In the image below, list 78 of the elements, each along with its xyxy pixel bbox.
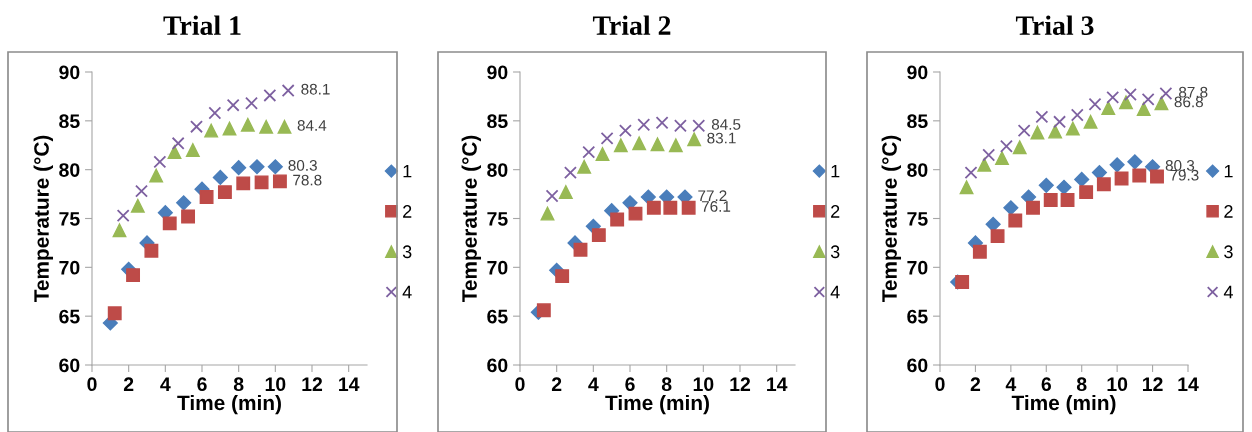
legend-label: 2 [831, 205, 840, 218]
y-tick-label: 75 [907, 212, 928, 226]
chart-title: Trial 1 [163, 15, 241, 35]
annotation: 80.3 [1165, 160, 1195, 171]
x-tick-label: 8 [233, 377, 244, 392]
legend-label: 1 [403, 164, 412, 178]
x-tick-label: 6 [625, 377, 635, 392]
x-tick-label: 12 [302, 377, 323, 391]
x-tick-label: 10 [1107, 377, 1128, 392]
x-tick-label: 8 [1076, 377, 1087, 392]
x-tick-label: 12 [1142, 377, 1163, 391]
legend-label: 4 [402, 285, 412, 299]
y-tick-label: 65 [59, 309, 80, 324]
y-tick-label: 85 [907, 114, 928, 129]
annotation: 88.1 [301, 83, 330, 95]
x-tick-label: 2 [551, 377, 562, 391]
x-tick-label: 4 [588, 377, 599, 391]
x-tick-label: 0 [87, 377, 97, 392]
legend-label: 3 [402, 245, 412, 259]
x-tick-label: 14 [767, 377, 788, 391]
y-tick-label: 65 [487, 309, 508, 324]
y-tick-label: 80 [59, 163, 80, 177]
y-tick-label: 75 [487, 212, 508, 226]
annotation: 83.1 [707, 132, 736, 144]
y-tick-label: 70 [59, 260, 80, 275]
y-tick-label: 85 [487, 114, 508, 129]
y-tick-label: 80 [907, 163, 928, 177]
annotation: 76.1 [701, 201, 731, 212]
legend-label: 4 [830, 285, 840, 299]
y-axis-title: Temperature (°C) [881, 135, 902, 303]
x-tick-label: 10 [265, 377, 286, 392]
annotation: 78.8 [293, 174, 322, 186]
x-tick-label: 6 [1041, 377, 1051, 392]
annotation: 80.3 [288, 160, 317, 171]
x-tick-label: 10 [693, 377, 714, 392]
annotation: 77.2 [698, 190, 727, 201]
x-tick-label: 14 [1178, 377, 1199, 391]
y-tick-label: 90 [487, 65, 508, 80]
legend-label: 3 [830, 245, 840, 259]
y-tick-label: 85 [59, 114, 80, 129]
legend-label: 1 [831, 164, 840, 178]
y-axis-title: Temperature (°C) [33, 135, 54, 303]
x-axis-title: Time (min) [177, 394, 281, 415]
x-tick-label: 12 [730, 377, 751, 391]
x-tick-label: 0 [935, 377, 945, 392]
annotation: 84.5 [711, 119, 741, 130]
legend-label: 4 [1223, 285, 1233, 299]
x-axis-title: Time (min) [1011, 394, 1116, 415]
y-tick-label: 60 [907, 358, 928, 373]
x-tick-label: 2 [970, 377, 981, 391]
annotation: 86.8 [1174, 96, 1203, 108]
y-tick-label: 90 [59, 65, 80, 80]
x-tick-label: 2 [123, 377, 134, 391]
x-tick-label: 0 [515, 377, 525, 392]
y-axis-title: Temperature (°C) [461, 135, 482, 303]
legend-label: 1 [1224, 164, 1233, 178]
chart-title: Trial 3 [1015, 15, 1094, 35]
x-axis-title: Time (min) [605, 394, 709, 415]
y-tick-label: 70 [487, 260, 508, 275]
y-tick-label: 90 [907, 65, 928, 80]
x-tick-label: 14 [339, 377, 360, 391]
y-tick-label: 75 [59, 212, 80, 226]
y-tick-label: 60 [487, 358, 508, 373]
y-tick-label: 60 [59, 358, 80, 373]
chart-title: Trial 2 [592, 15, 671, 35]
x-tick-label: 6 [197, 377, 207, 392]
x-tick-label: 4 [1005, 377, 1017, 391]
annotation: 84.4 [297, 119, 327, 131]
y-tick-label: 80 [487, 163, 508, 177]
x-tick-label: 4 [160, 377, 171, 391]
y-tick-label: 65 [907, 309, 928, 324]
x-tick-label: 8 [661, 377, 672, 392]
legend-label: 2 [1224, 205, 1233, 218]
legend-label: 3 [1224, 245, 1233, 259]
y-tick-label: 70 [907, 260, 928, 275]
annotation: 79.3 [1170, 169, 1199, 181]
annotation: 87.8 [1179, 86, 1208, 98]
legend-label: 2 [403, 205, 412, 218]
